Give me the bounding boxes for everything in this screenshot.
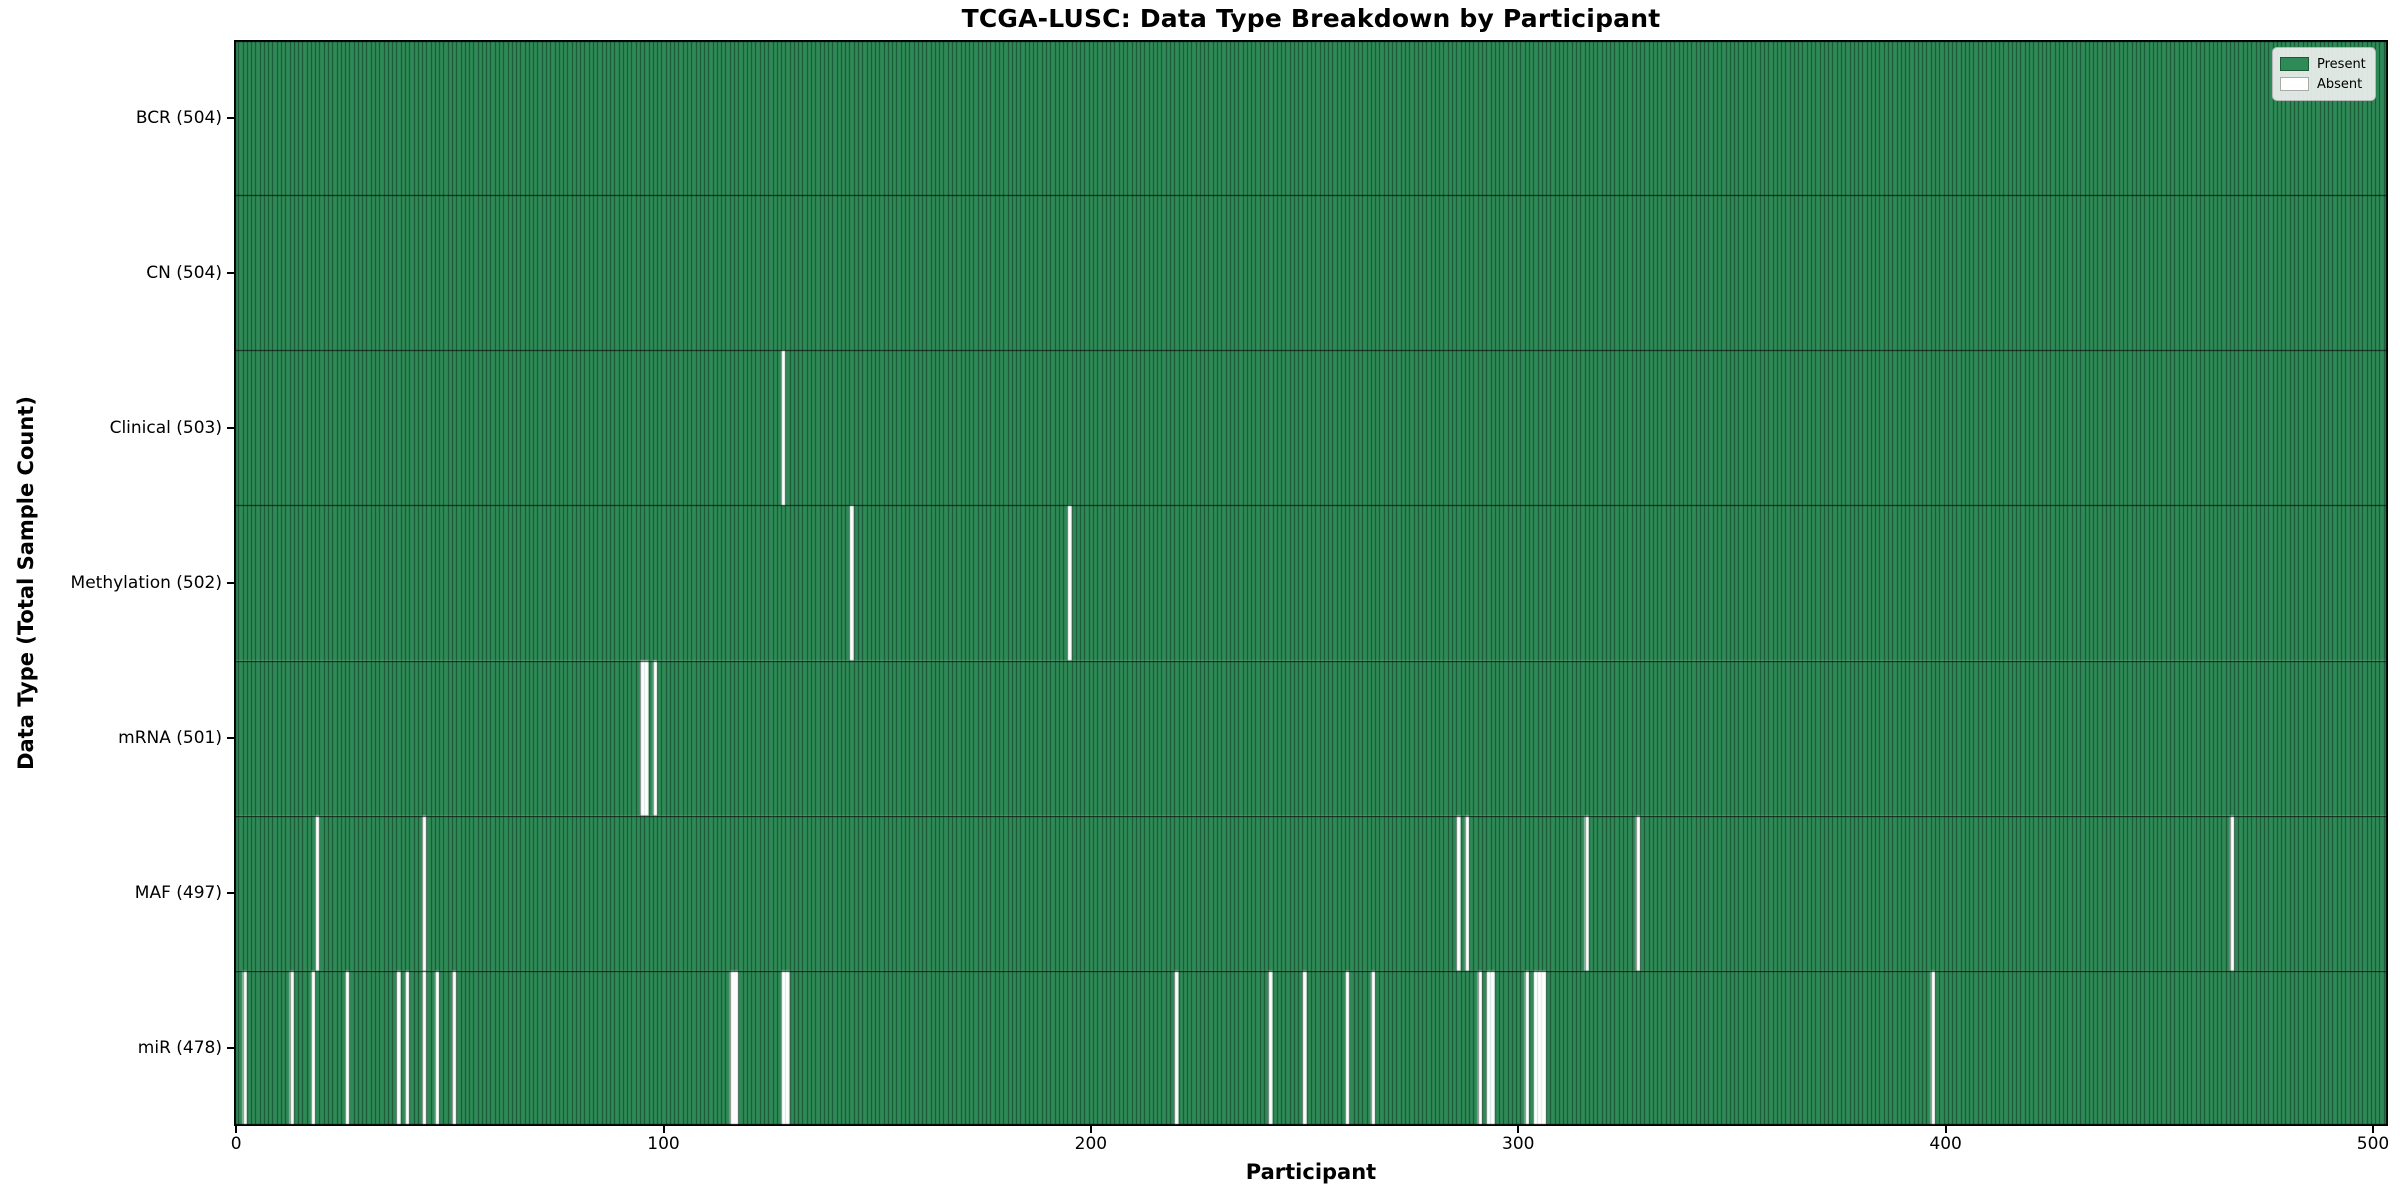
heatmap-canvas xyxy=(234,40,2388,1126)
y-tick-mark xyxy=(227,892,234,895)
x-tick-label: 0 xyxy=(230,1134,242,1154)
x-tick-mark xyxy=(1089,1126,1092,1133)
legend-present-label: Present xyxy=(2317,56,2366,72)
chart-title: TCGA-LUSC: Data Type Breakdown by Partic… xyxy=(961,4,1661,33)
legend: Present Absent xyxy=(2272,47,2376,101)
x-tick-label: 300 xyxy=(1502,1134,1535,1154)
x-tick-mark xyxy=(662,1126,665,1133)
x-tick-mark xyxy=(235,1126,238,1133)
legend-absent-swatch xyxy=(2280,77,2309,91)
x-tick-label: 200 xyxy=(1074,1134,1108,1154)
x-tick-mark xyxy=(1944,1126,1947,1133)
legend-entry-present: Present xyxy=(2280,54,2367,74)
x-tick-label: 100 xyxy=(647,1134,680,1154)
y-tick-label: MAF (497) xyxy=(134,883,222,904)
y-tick-label: BCR (504) xyxy=(135,107,222,128)
y-tick-mark xyxy=(227,426,234,429)
x-tick-mark xyxy=(2372,1126,2375,1133)
y-tick-label: mRNA (501) xyxy=(118,728,222,749)
y-tick-mark xyxy=(227,1047,234,1050)
x-tick-label: 500 xyxy=(2356,1134,2390,1154)
y-tick-mark xyxy=(227,582,234,584)
y-tick-mark xyxy=(227,737,234,740)
y-tick-label: CN (504) xyxy=(146,262,222,283)
x-tick-mark xyxy=(1517,1126,1520,1133)
y-tick-label: Clinical (503) xyxy=(109,417,222,438)
heatmap-plot xyxy=(234,40,2388,1126)
y-tick-mark xyxy=(227,271,234,274)
x-tick-label: 400 xyxy=(1929,1134,1962,1154)
legend-present-swatch xyxy=(2280,57,2309,71)
legend-absent-label: Absent xyxy=(2317,76,2363,92)
legend-entry-absent: Absent xyxy=(2280,74,2367,94)
y-tick-label: miR (478) xyxy=(137,1038,222,1059)
y-tick-mark xyxy=(227,116,234,119)
y-tick-label: Methylation (502) xyxy=(70,573,222,593)
x-axis-label: Participant xyxy=(1245,1160,1377,1184)
